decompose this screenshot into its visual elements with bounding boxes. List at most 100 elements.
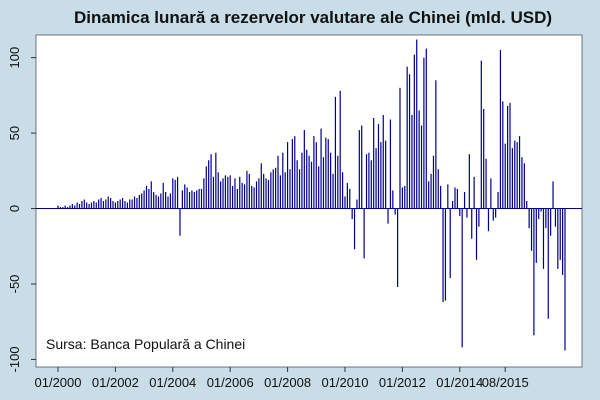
bar (418, 110, 420, 209)
bar (425, 48, 427, 209)
x-tick-label: 01/2008 (264, 375, 311, 390)
bar (420, 125, 423, 209)
y-tick-label: 100 (7, 47, 22, 69)
bar (71, 204, 73, 209)
bar (107, 196, 109, 209)
bar (485, 158, 487, 209)
bar (377, 124, 380, 209)
bar (303, 130, 305, 209)
bar (550, 208, 552, 236)
bar (554, 208, 557, 227)
bar (356, 199, 358, 209)
bar (196, 190, 198, 209)
bar (389, 119, 392, 209)
bar (516, 142, 518, 209)
bar (327, 139, 329, 209)
bar (499, 50, 502, 209)
bar (502, 101, 504, 209)
y-tick-label: 0 (7, 205, 22, 212)
bar (150, 181, 152, 209)
bar (461, 208, 463, 348)
bar (129, 199, 131, 209)
x-tick-label: 01/2000 (35, 375, 82, 390)
x-axis: 01/2000 01/2002 01/2004 01/2006 01/2008 01/20… (35, 367, 529, 390)
bar (528, 208, 530, 229)
bar (365, 154, 368, 209)
bar (133, 196, 136, 209)
bar (564, 208, 566, 351)
bar (169, 193, 171, 209)
bar (217, 172, 219, 209)
bar (193, 191, 195, 209)
bar (220, 181, 222, 209)
bar (447, 184, 449, 209)
bar (251, 185, 253, 209)
bar (454, 187, 456, 209)
x-tick-label: 01/2012 (379, 375, 426, 390)
bar (83, 199, 85, 209)
bar (387, 208, 389, 224)
bar (172, 178, 174, 209)
bar (176, 176, 179, 209)
bar (411, 114, 413, 209)
bar (497, 191, 499, 209)
bar (308, 155, 310, 209)
bar (478, 208, 480, 227)
bar (363, 208, 365, 259)
bar (397, 208, 399, 288)
bar (547, 208, 549, 319)
bar (62, 207, 64, 209)
bar (222, 178, 224, 209)
bar (59, 207, 61, 209)
bar (69, 205, 71, 209)
bar (473, 176, 475, 209)
bar (260, 163, 262, 209)
bar (203, 178, 205, 209)
bar (200, 188, 203, 209)
chart-title: Dinamica lunară a rezervelor valutare al… (74, 8, 552, 27)
bar (88, 204, 90, 209)
bar (141, 193, 143, 209)
bar (126, 202, 128, 209)
bar (224, 175, 227, 209)
y-tick-label: -100 (7, 346, 22, 372)
bar (368, 152, 370, 209)
x-tick-label: 01/2014 (436, 375, 483, 390)
bar (399, 87, 401, 209)
bar (452, 201, 454, 209)
bar (100, 197, 102, 209)
bar (93, 201, 95, 209)
bar (552, 181, 554, 209)
bar (511, 148, 513, 209)
bar (557, 208, 559, 269)
bar (310, 161, 313, 209)
bar (459, 208, 461, 217)
bar (90, 202, 93, 209)
bar (64, 205, 66, 209)
bar (112, 201, 114, 209)
bar (523, 163, 525, 209)
bar (337, 155, 339, 209)
bar (298, 169, 301, 209)
bar (344, 196, 346, 209)
bar (124, 201, 126, 209)
bar (406, 66, 408, 209)
bar (114, 202, 116, 209)
bar (408, 74, 411, 209)
bar (157, 196, 160, 209)
bar (385, 140, 387, 209)
bar (291, 139, 293, 209)
bar (526, 201, 528, 209)
y-tick-label: 50 (7, 126, 22, 140)
bars (57, 39, 566, 351)
bar (432, 155, 435, 209)
bar (413, 54, 415, 209)
bar (495, 208, 497, 218)
bar (533, 208, 535, 336)
bar (110, 197, 112, 209)
bar (559, 208, 561, 260)
bar (286, 142, 289, 209)
bar (404, 185, 406, 209)
bar (490, 178, 492, 209)
bar (188, 191, 191, 209)
